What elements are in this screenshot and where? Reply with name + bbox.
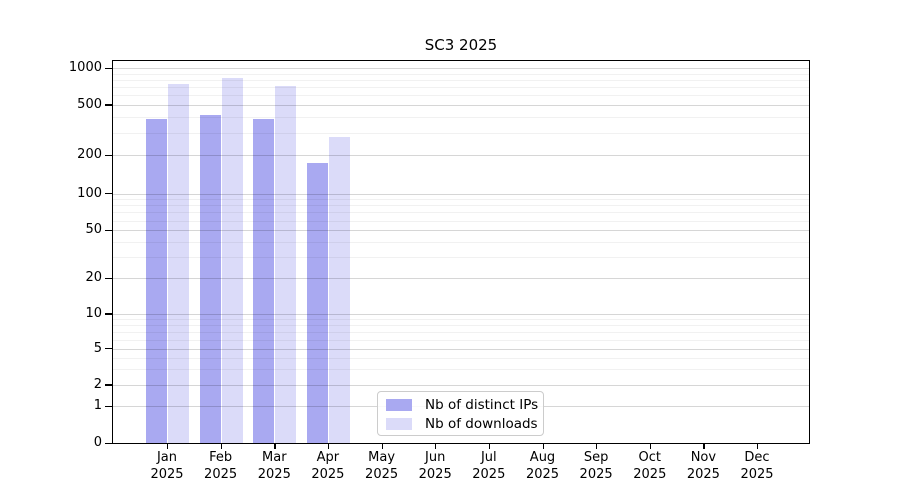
x-tick-mark xyxy=(381,444,383,449)
x-tick-mark xyxy=(703,444,705,449)
gridline-major xyxy=(113,104,809,106)
bar-feb-downloads xyxy=(221,77,243,443)
bar-mar-distinct-ips xyxy=(253,118,275,443)
legend-label-distinct-ips: Nb of distinct IPs xyxy=(425,397,539,413)
x-tick-mark xyxy=(274,444,276,449)
x-tick-label: Dec 2025 xyxy=(740,450,774,482)
bar-feb-distinct-ips xyxy=(199,115,221,443)
x-tick-mark xyxy=(757,444,759,449)
legend-swatch-downloads xyxy=(386,417,412,431)
x-tick-label: Oct 2025 xyxy=(633,450,667,482)
y-tick-mark xyxy=(105,277,112,279)
gridline-minor xyxy=(113,95,809,97)
y-tick-label: 100 xyxy=(77,185,102,201)
y-tick-mark xyxy=(105,405,112,408)
gridline-minor xyxy=(113,73,809,75)
bar-apr-distinct-ips xyxy=(306,162,328,443)
x-tick-label: Aug 2025 xyxy=(525,450,560,482)
y-tick-label: 50 xyxy=(85,222,102,238)
y-tick-label: 1 xyxy=(93,398,102,414)
bar-jan-downloads xyxy=(168,84,189,443)
bar-mar-downloads xyxy=(275,86,297,443)
legend-item-distinct-ips: Nb of distinct IPs xyxy=(386,396,543,414)
y-tick-mark xyxy=(105,348,112,350)
y-tick-mark xyxy=(105,104,112,106)
x-tick-label: Mar 2025 xyxy=(257,450,291,482)
y-tick-mark xyxy=(105,193,112,195)
x-tick-label: Feb 2025 xyxy=(204,450,238,482)
y-tick-label: 2 xyxy=(93,376,102,392)
y-tick-label: 500 xyxy=(77,96,102,112)
y-tick-mark xyxy=(105,154,112,157)
bar-jan-distinct-ips xyxy=(146,118,167,443)
x-tick-mark xyxy=(488,444,491,449)
x-tick-label: Sep 2025 xyxy=(579,450,613,482)
plot-area xyxy=(112,60,810,444)
y-tick-label: 20 xyxy=(85,270,102,285)
y-tick-label: 10 xyxy=(85,305,102,321)
x-tick-label: Jun 2025 xyxy=(418,450,452,482)
legend-label-downloads: Nb of downloads xyxy=(425,416,538,432)
x-tick-mark xyxy=(649,444,652,449)
y-tick-label: 200 xyxy=(77,147,102,163)
y-tick-mark xyxy=(105,67,112,70)
gridline-minor xyxy=(113,80,809,82)
x-tick-mark xyxy=(596,444,598,449)
x-tick-mark xyxy=(167,444,169,449)
x-tick-label: May 2025 xyxy=(365,450,399,482)
x-tick-mark xyxy=(327,444,330,449)
x-tick-mark xyxy=(542,444,544,449)
x-tick-label: Jan 2025 xyxy=(150,450,184,482)
gridline-major xyxy=(113,68,809,70)
chart-title: SC3 2025 xyxy=(424,36,498,54)
x-tick-label: Apr 2025 xyxy=(311,450,345,482)
y-tick-label: 1000 xyxy=(68,60,102,76)
bar-apr-downloads xyxy=(328,137,350,443)
x-tick-label: Nov 2025 xyxy=(686,450,720,482)
y-tick-mark xyxy=(105,229,112,231)
legend: Nb of distinct IPs Nb of downloads xyxy=(377,391,544,436)
y-tick-label: 0 xyxy=(93,435,102,450)
x-tick-label: Jul 2025 xyxy=(472,450,506,482)
y-tick-mark xyxy=(105,384,112,386)
legend-swatch-distinct-ips xyxy=(386,398,412,412)
x-tick-mark xyxy=(435,444,437,449)
y-tick-mark xyxy=(105,442,112,444)
y-tick-mark xyxy=(105,313,112,315)
legend-item-downloads: Nb of downloads xyxy=(386,415,543,433)
x-tick-mark xyxy=(220,444,222,449)
y-tick-label: 5 xyxy=(93,340,102,356)
gridline-minor xyxy=(113,87,809,89)
